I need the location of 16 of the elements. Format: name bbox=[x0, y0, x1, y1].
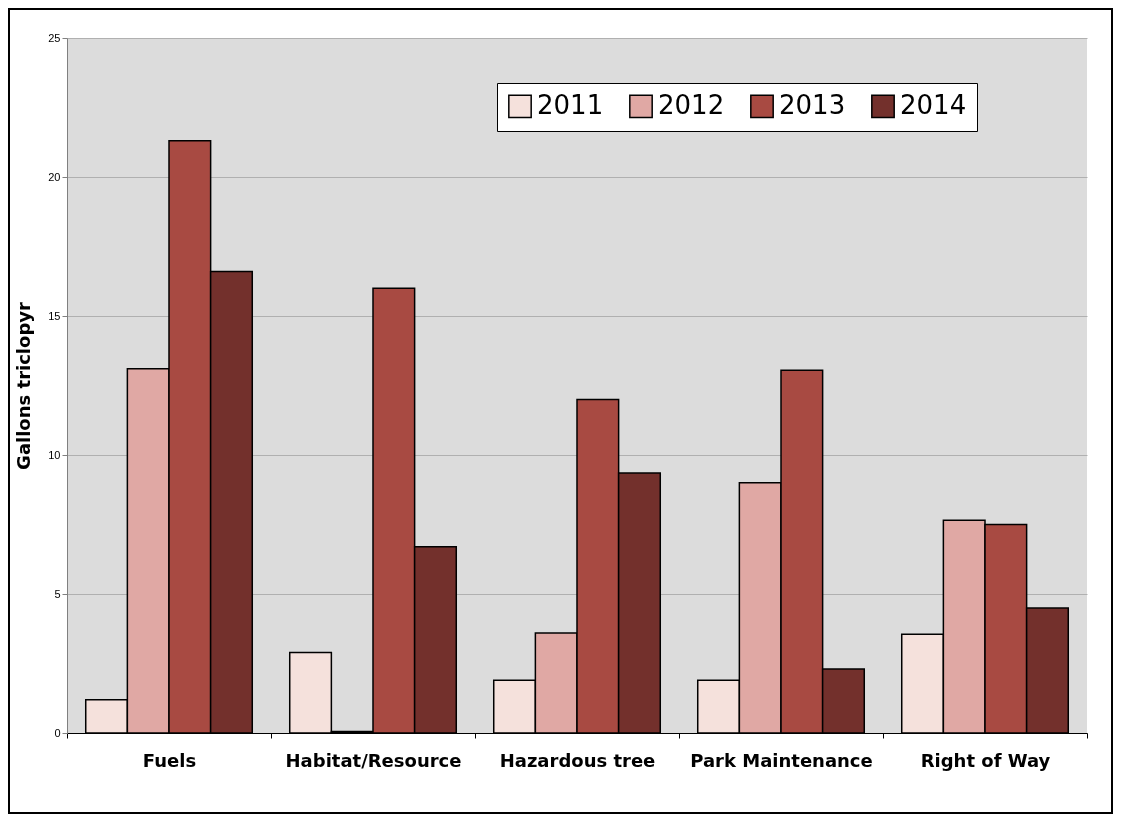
y-tick-label: 25 bbox=[48, 31, 61, 44]
y-tick-label: 5 bbox=[54, 587, 61, 600]
x-tick-label: Park Maintenance bbox=[690, 749, 873, 771]
y-tick-label: 10 bbox=[48, 448, 61, 461]
y-tick-label: 0 bbox=[54, 726, 61, 739]
x-tick-label: Habitat/Resource bbox=[285, 749, 462, 771]
legend-label: 2012 bbox=[658, 90, 725, 121]
y-axis-title: Gallons triclopyr bbox=[13, 301, 35, 470]
legend-label: 2013 bbox=[779, 90, 846, 121]
x-tick-label: Right of Way bbox=[920, 749, 1051, 771]
x-tick-label: Fuels bbox=[142, 749, 197, 771]
y-tick-label: 20 bbox=[48, 170, 61, 183]
legend-label: 2011 bbox=[537, 90, 604, 121]
y-tick-label: 15 bbox=[48, 309, 61, 322]
legend-label: 2014 bbox=[900, 90, 967, 121]
x-tick-label: Hazardous tree bbox=[499, 749, 656, 771]
